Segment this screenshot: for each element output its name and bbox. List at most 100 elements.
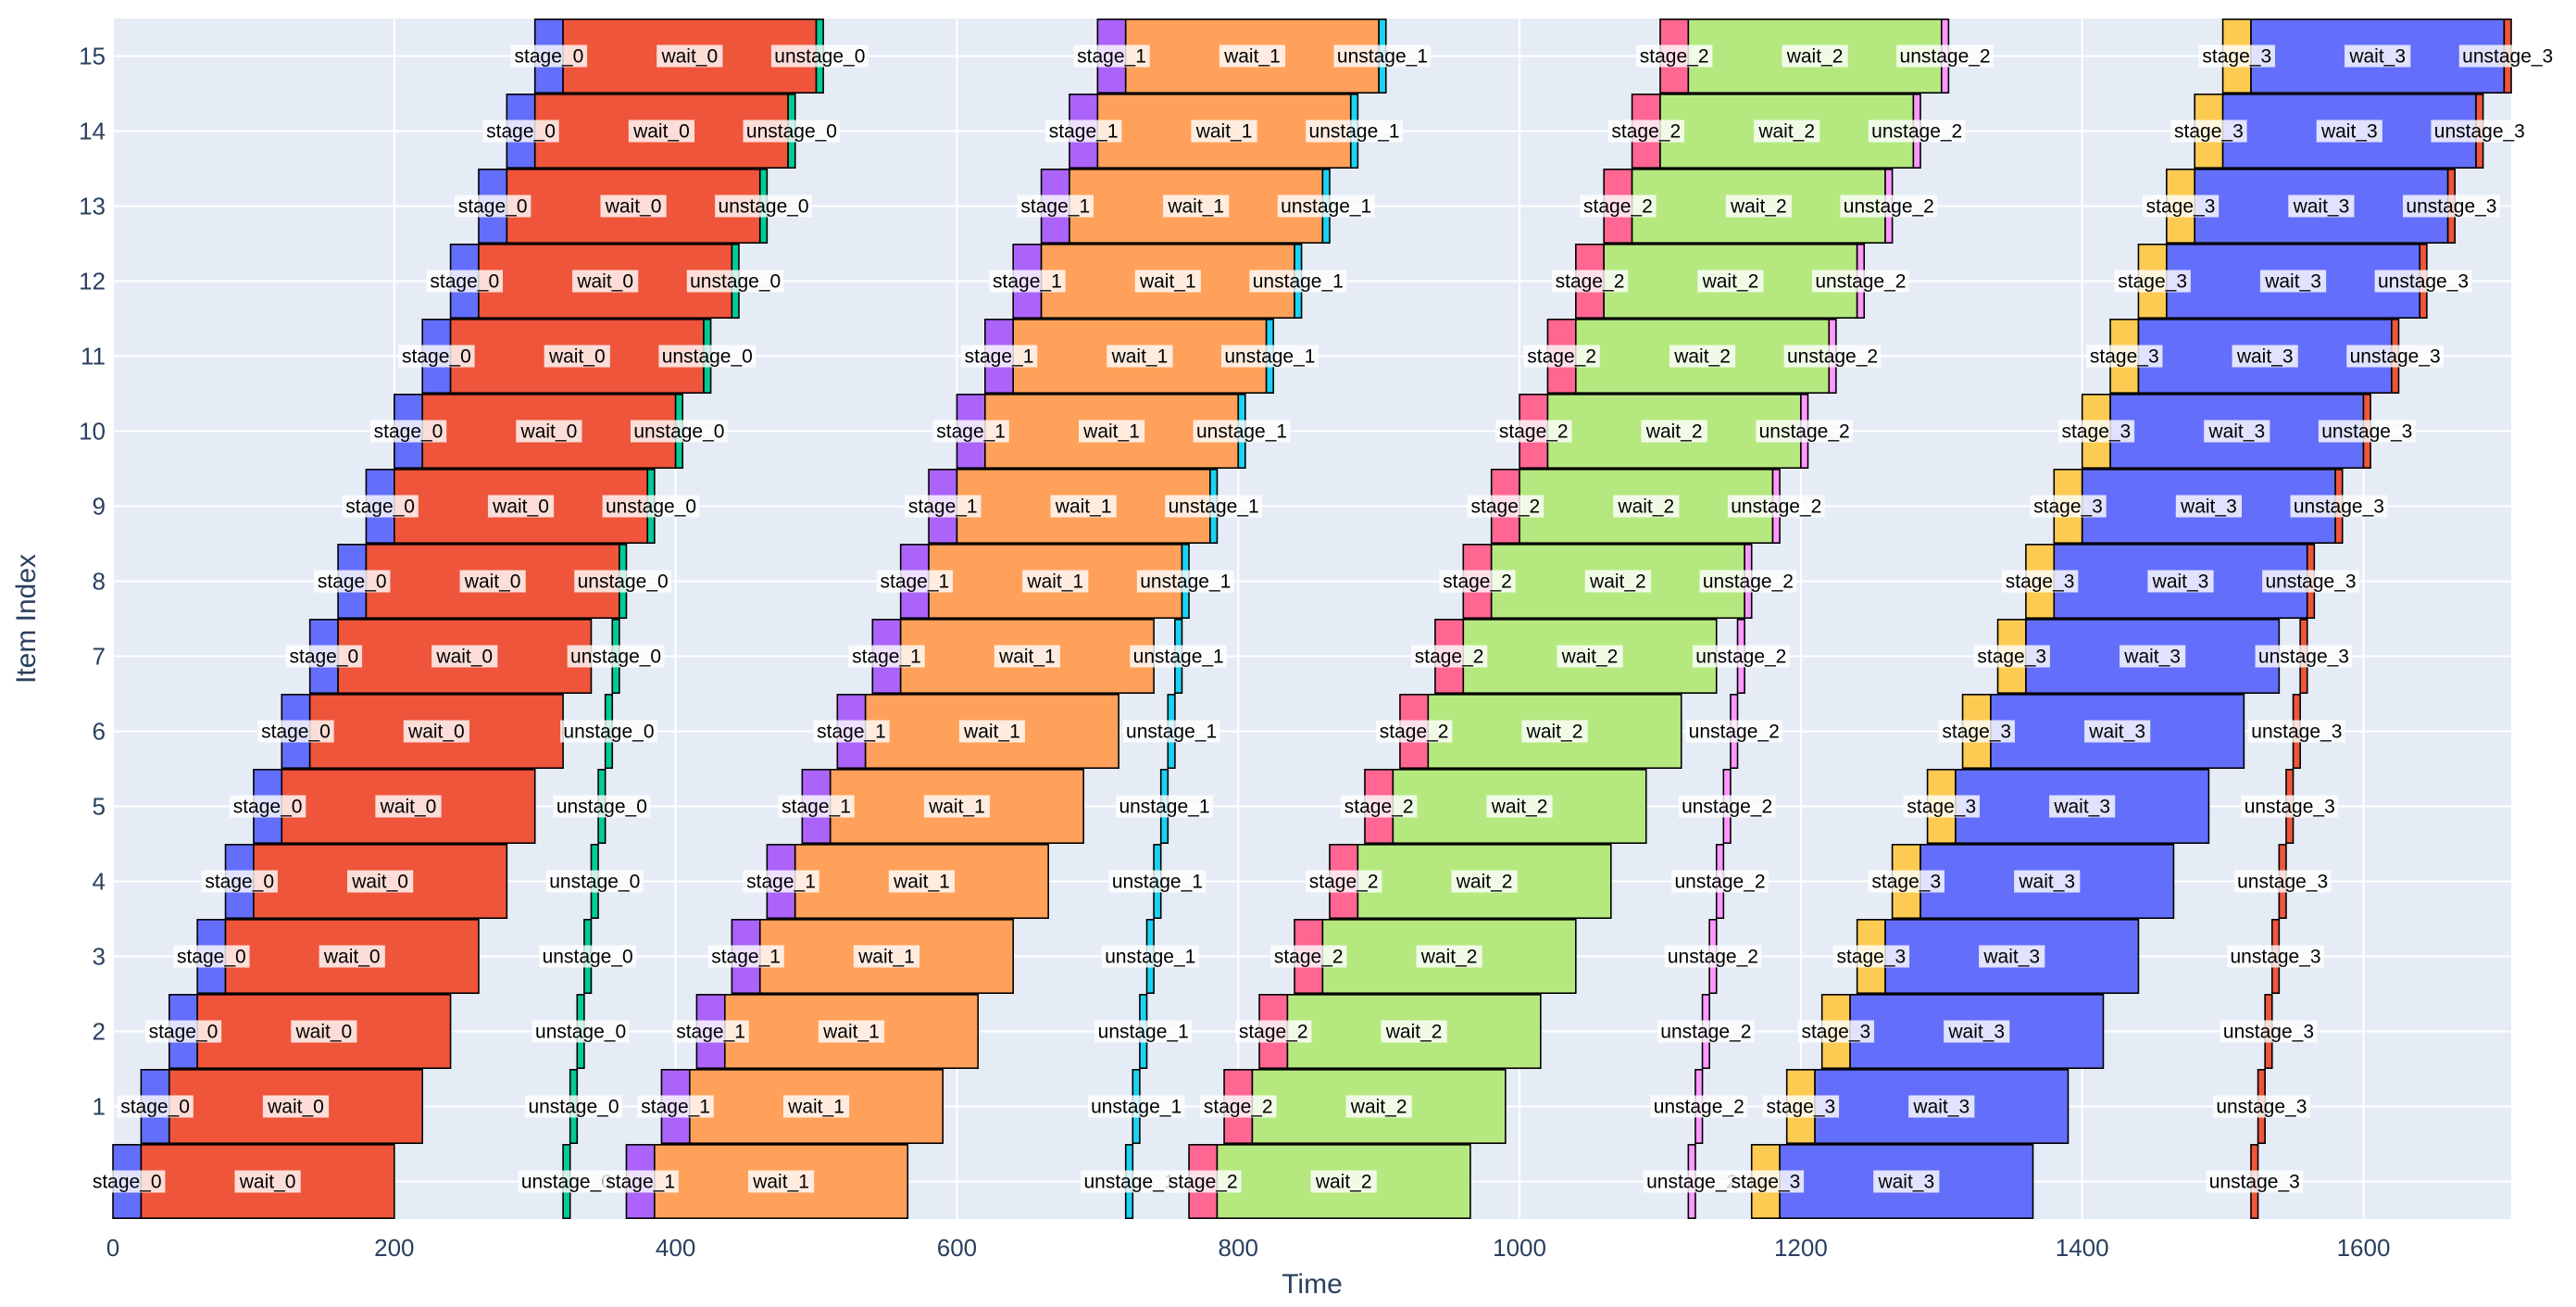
wait-label-text: wait_0 <box>520 421 578 443</box>
wait-label-bg <box>1134 270 1201 293</box>
wait-label: wait_1 <box>1022 570 1089 593</box>
stage-label: stage_3 <box>2198 44 2275 68</box>
wait-label: wait_1 <box>853 945 920 968</box>
stage-label-bg <box>398 345 475 368</box>
unstage-label-text: unstage_0 <box>535 1022 626 1043</box>
wait-label: wait_2 <box>1416 945 1482 968</box>
wait-label-text: wait_3 <box>2207 421 2265 443</box>
y-tick-label: 14 <box>79 118 106 145</box>
stage-label: stage_0 <box>285 645 363 668</box>
stage-label: stage_3 <box>1762 1095 1840 1118</box>
stage-label: stage_1 <box>848 645 925 668</box>
wait-label-text: wait_1 <box>1082 421 1140 443</box>
wait-label-text: wait_0 <box>660 46 718 68</box>
unstage-label-bg <box>1699 570 1797 593</box>
unstage-label-text: unstage_3 <box>2265 572 2356 593</box>
unstage-label-bg <box>553 795 651 818</box>
wait-label-text: wait_2 <box>1350 1097 1407 1118</box>
wait-label-bg <box>1584 570 1651 593</box>
unstage-label-text: unstage_3 <box>2245 797 2335 818</box>
unstage-label-text: unstage_2 <box>1668 947 1758 968</box>
stage-label: stage_3 <box>2114 270 2191 293</box>
wait-label-text: wait_0 <box>323 947 381 968</box>
unstage-label: unstage_1 <box>1165 495 1263 518</box>
unstage-label-text: unstage_1 <box>1091 1097 1182 1118</box>
stage-label-text: stage_1 <box>993 271 1062 293</box>
stage-label: stage_2 <box>1580 195 1657 218</box>
x-tick-label: 1400 <box>2056 1234 2109 1262</box>
unstage-label: unstage_1 <box>1136 570 1234 593</box>
wait-bar <box>281 769 536 844</box>
wait-label-text: wait_2 <box>1589 572 1646 593</box>
unstage-label-text: unstage_0 <box>690 271 781 293</box>
wait-label: wait_2 <box>1310 1170 1377 1193</box>
unstage-label-text: unstage_0 <box>662 346 753 368</box>
stage-label-text: stage_3 <box>1801 1022 1870 1043</box>
unstage-label-bg <box>518 1170 616 1193</box>
unstage-label-bg <box>602 495 700 518</box>
wait-label-text: wait_2 <box>1526 722 1583 743</box>
unstage-label: unstage_3 <box>2374 270 2472 293</box>
wait-label-bg <box>2316 119 2382 143</box>
unstage-label: unstage_3 <box>2255 645 2353 668</box>
wait-label-text: wait_1 <box>1139 271 1196 293</box>
unstage-label: unstage_3 <box>2318 420 2416 443</box>
stage-label: stage_2 <box>1235 1020 1312 1043</box>
unstage-label-bg <box>743 119 841 143</box>
unstage-label: unstage_0 <box>602 495 700 518</box>
stage-label-bg <box>932 420 1009 443</box>
stage-label-text: stage_3 <box>2090 346 2159 368</box>
unstage-label: unstage_2 <box>1699 570 1797 593</box>
wait-label: wait_1 <box>782 1095 850 1118</box>
stage-label-bg <box>369 420 447 443</box>
wait-label-text: wait_2 <box>1420 947 1478 968</box>
wait-label: wait_1 <box>1163 195 1230 218</box>
unstage-label: unstage_1 <box>1116 795 1213 818</box>
unstage-label-text: unstage_2 <box>1646 1172 1737 1193</box>
wait-label-text: wait_2 <box>1673 346 1731 368</box>
unstage-label-bg <box>2227 945 2324 968</box>
y-tick-label: 2 <box>93 1018 106 1046</box>
unstage-label-bg <box>1657 1020 1755 1043</box>
wait-label-bg <box>782 1095 850 1118</box>
unstage-label-bg <box>2318 420 2416 443</box>
wait-label-bg <box>459 570 526 593</box>
wait-label-text: wait_1 <box>1026 572 1083 593</box>
wait-label: wait_0 <box>403 720 469 743</box>
unstage-label-text: unstage_1 <box>1337 46 1428 68</box>
unstage-label-text: unstage_0 <box>774 46 865 68</box>
stage-label-text: stage_0 <box>149 1022 219 1043</box>
wait-label-bg <box>291 1020 357 1043</box>
wait-label-text: wait_0 <box>407 722 465 743</box>
stage-label: stage_3 <box>2142 195 2220 218</box>
stage-label-bg <box>173 945 250 968</box>
stage-label-bg <box>672 1020 749 1043</box>
wait-label-bg <box>1416 945 1482 968</box>
x-tick-label: 400 <box>656 1234 695 1262</box>
unstage-label-text: unstage_1 <box>1126 722 1217 743</box>
stage-label: stage_0 <box>88 1170 166 1193</box>
stage-label: stage_3 <box>1727 1170 1805 1193</box>
wait-label-bg <box>1944 1020 2010 1043</box>
unstage-label-bg <box>2255 645 2353 668</box>
unstage-label-bg <box>1868 119 1966 143</box>
unstage-label-bg <box>560 720 657 743</box>
wait-bar <box>168 1069 423 1144</box>
unstage-label-bg <box>2206 1170 2304 1193</box>
stage-label-bg <box>1235 1020 1312 1043</box>
stage-label-bg <box>2086 345 2163 368</box>
wait-label-bg <box>1697 270 1764 293</box>
wait-label-bg <box>347 870 414 893</box>
unstage-label: unstage_2 <box>1657 1020 1755 1043</box>
x-tick-label: 200 <box>374 1234 414 1262</box>
stage-label-bg <box>778 795 855 818</box>
stage-label-text: stage_0 <box>430 271 499 293</box>
wait-label: wait_2 <box>1782 44 1848 68</box>
wait-label: wait_3 <box>2175 495 2243 518</box>
unstage-label: unstage_1 <box>1249 270 1347 293</box>
stage-label: stage_1 <box>960 345 1038 368</box>
unstage-label-bg <box>2241 795 2339 818</box>
wait-label: wait_1 <box>1219 44 1286 68</box>
stage-label-bg <box>1607 119 1684 143</box>
